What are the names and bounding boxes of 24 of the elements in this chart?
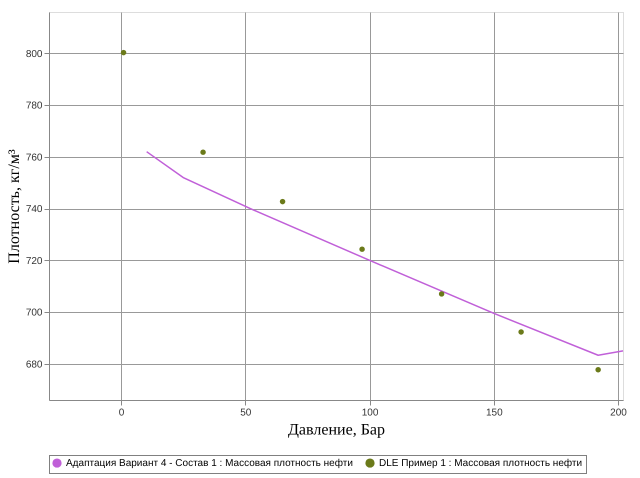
legend-label: Адаптация Вариант 4 - Состав 1 : Массовая плотность нефти bbox=[66, 458, 353, 470]
point bbox=[359, 246, 365, 252]
y-tick-label: 760 bbox=[26, 152, 43, 164]
x-tick-label: 100 bbox=[362, 408, 379, 418]
point bbox=[120, 50, 126, 56]
x-axis-title: Давление, Бар bbox=[288, 422, 385, 438]
y-tick-label: 780 bbox=[26, 100, 43, 112]
x-tick-label: 200 bbox=[610, 408, 628, 418]
y-tick-label: 740 bbox=[26, 204, 43, 216]
point bbox=[200, 149, 206, 155]
line-series bbox=[146, 150, 624, 356]
y-tick-label: 720 bbox=[26, 256, 43, 267]
y-tick-label: 680 bbox=[26, 359, 43, 370]
point bbox=[595, 367, 601, 372]
y-tick-label: 700 bbox=[26, 308, 43, 319]
y-axis-title: Плотность, кг/м³ bbox=[6, 149, 23, 264]
x-tick-label: 50 bbox=[240, 408, 252, 418]
x-tick-label: 150 bbox=[486, 408, 504, 418]
point bbox=[438, 291, 444, 297]
legend-label: DLE Пример 1 : Массовая плотность нефти bbox=[379, 458, 582, 470]
y-tick-label: 800 bbox=[26, 48, 43, 60]
point bbox=[280, 198, 286, 204]
point bbox=[518, 329, 524, 335]
x-tick-label: 0 bbox=[118, 408, 125, 418]
